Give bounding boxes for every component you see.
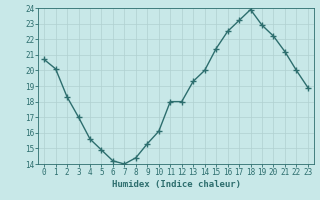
X-axis label: Humidex (Indice chaleur): Humidex (Indice chaleur) [111, 180, 241, 189]
